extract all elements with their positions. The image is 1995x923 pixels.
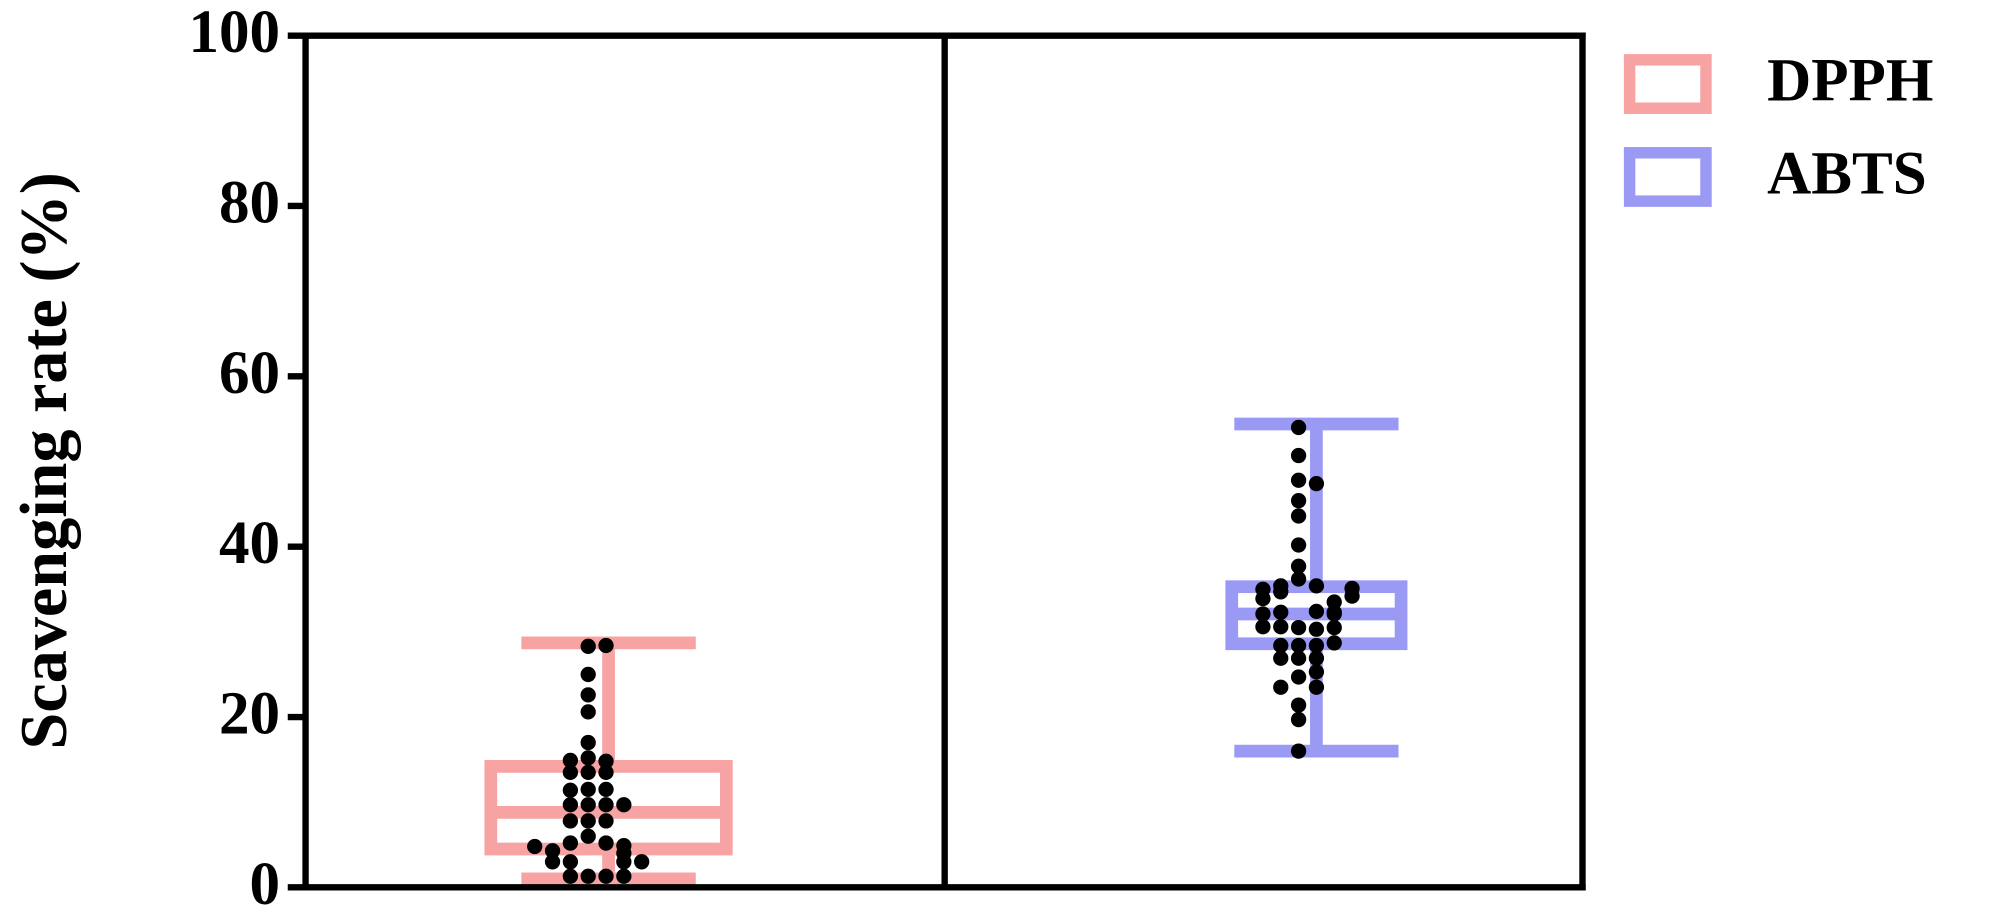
- data-point: [1255, 590, 1271, 607]
- data-point: [1273, 604, 1289, 620]
- data-point: [598, 797, 614, 813]
- data-point: [634, 854, 650, 870]
- data-point: [580, 828, 596, 844]
- data-point: [562, 782, 579, 798]
- data-point: [598, 637, 614, 654]
- data-point: [562, 868, 579, 884]
- data-point: [1290, 508, 1307, 524]
- data-point: [562, 854, 579, 870]
- data-point: [1308, 603, 1325, 620]
- legend-swatch: [1623, 147, 1712, 207]
- data-point: [616, 868, 632, 884]
- y-tick-label: 80: [219, 170, 280, 237]
- data-point: [1273, 619, 1289, 635]
- data-point: [1326, 635, 1342, 651]
- data-point: [580, 813, 596, 829]
- data-point: [544, 843, 561, 859]
- data-point: [1290, 619, 1307, 636]
- y-tick-label: 60: [219, 340, 280, 407]
- data-point: [1290, 650, 1307, 666]
- data-point: [527, 838, 543, 855]
- data-point: [1290, 558, 1307, 574]
- legend-swatch: [1623, 54, 1712, 114]
- data-point: [1255, 619, 1271, 635]
- data-point: [1308, 637, 1325, 654]
- data-point: [562, 835, 579, 851]
- data-point: [1326, 619, 1342, 636]
- data-point: [544, 854, 561, 870]
- data-point: [580, 781, 596, 798]
- data-point: [580, 868, 596, 884]
- data-point: [1290, 743, 1307, 759]
- data-point: [1290, 493, 1307, 509]
- data-point: [562, 764, 579, 781]
- data-point: [1273, 650, 1289, 666]
- data-point: [1290, 637, 1307, 654]
- y-tick-label: 0: [250, 851, 281, 918]
- data-point: [580, 666, 596, 683]
- data-point: [1290, 697, 1307, 713]
- data-point: [598, 764, 614, 781]
- y-tick-label: 40: [219, 510, 280, 577]
- data-point: [1290, 447, 1307, 464]
- data-point: [1308, 476, 1325, 492]
- data-point: [580, 750, 596, 766]
- data-point: [580, 687, 596, 703]
- data-point: [1290, 472, 1307, 488]
- data-point: [1326, 606, 1342, 622]
- data-point: [1273, 584, 1289, 600]
- data-point: [562, 797, 579, 813]
- data-point: [562, 813, 579, 829]
- data-point: [1308, 621, 1325, 637]
- data-point: [616, 854, 632, 870]
- data-point: [580, 764, 596, 781]
- data-point: [562, 752, 579, 769]
- data-point: [1308, 679, 1325, 695]
- data-point: [580, 704, 596, 720]
- data-point: [598, 813, 614, 829]
- data-point: [1273, 679, 1289, 695]
- data-point: [598, 781, 614, 798]
- data-point: [580, 734, 596, 751]
- data-point: [598, 868, 614, 884]
- data-point: [580, 797, 596, 813]
- data-point: [1308, 664, 1325, 680]
- data-point: [598, 753, 614, 769]
- data-point: [1344, 588, 1360, 604]
- data-point: [616, 797, 632, 813]
- data-point: [1308, 578, 1325, 594]
- data-point: [1290, 537, 1307, 553]
- data-point: [1290, 669, 1307, 685]
- data-point: [1273, 637, 1289, 654]
- y-tick-label: 20: [219, 681, 280, 748]
- data-point: [1255, 606, 1271, 622]
- legend-label: DPPH: [1767, 48, 1933, 115]
- data-point: [1290, 419, 1307, 436]
- legend-label: ABTS: [1767, 141, 1927, 208]
- y-axis-label: Scavenging rate (%): [8, 172, 81, 749]
- data-point: [1290, 571, 1307, 587]
- data-point: [1290, 711, 1307, 728]
- y-tick-label: 100: [188, 0, 280, 66]
- data-point: [598, 835, 614, 851]
- data-point: [1308, 650, 1325, 666]
- data-point: [580, 638, 596, 654]
